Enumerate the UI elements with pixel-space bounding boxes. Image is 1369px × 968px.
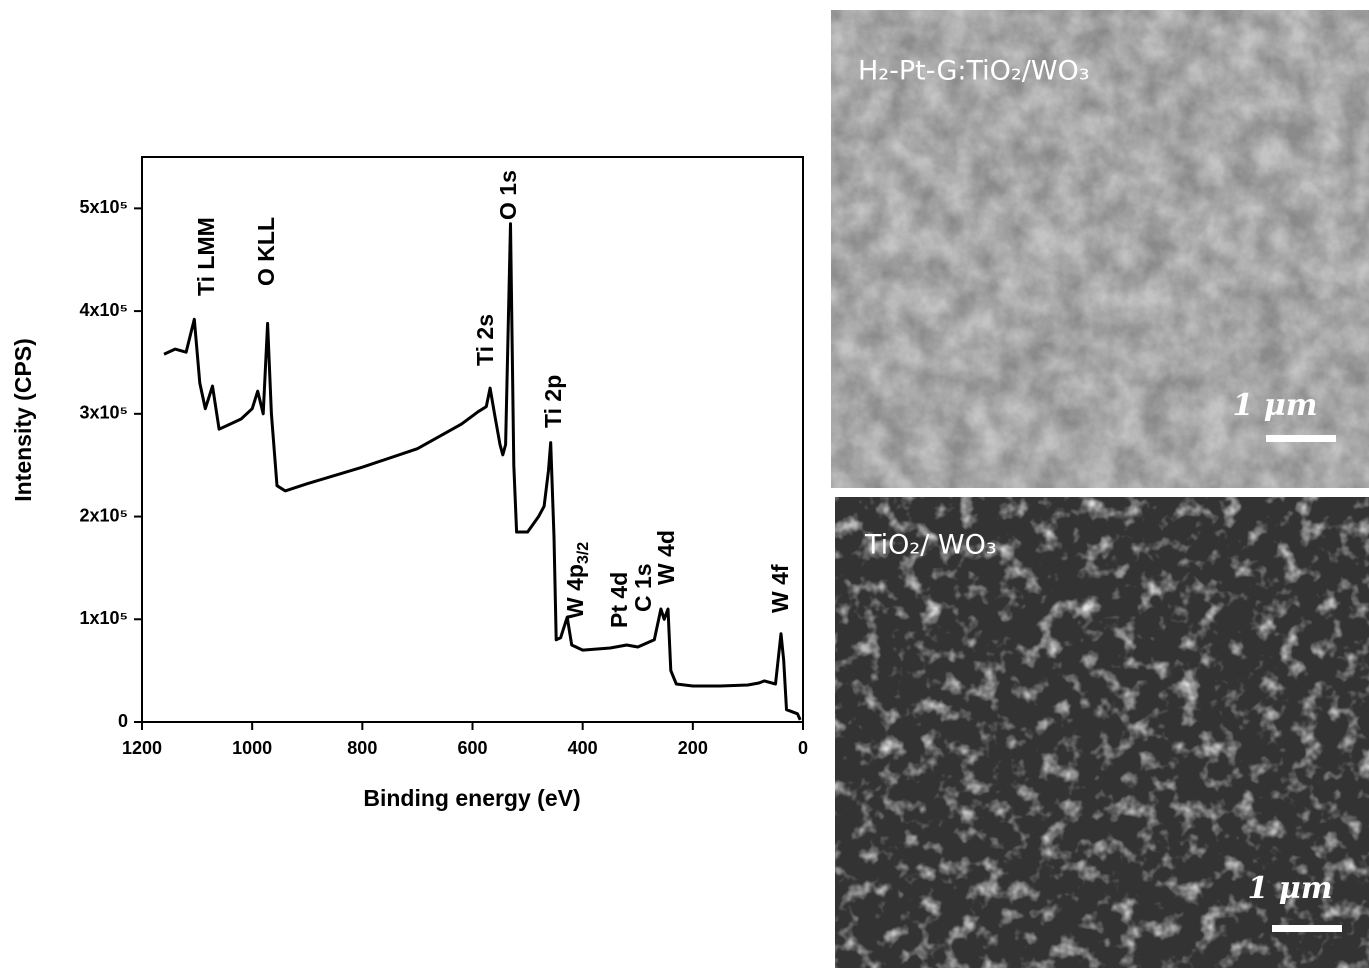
- y-axis-label: Intensity (CPS): [10, 338, 36, 502]
- scale-bar-label: 1 μm: [1232, 388, 1317, 423]
- y-tick-label: 3x10⁵: [80, 403, 129, 423]
- peak-label: Ti LMM: [193, 217, 219, 296]
- peak-label: Pt 4d: [606, 572, 632, 628]
- peak-label: W 4p3/2: [562, 542, 592, 619]
- y-tick-label: 2x10⁵: [80, 505, 129, 525]
- peak-label: W 4d: [653, 530, 679, 585]
- scale-bar: [1266, 435, 1336, 442]
- x-tick-label: 600: [457, 738, 487, 758]
- x-tick-label: 0: [798, 738, 808, 758]
- peak-label-text: Ti 2p: [540, 375, 566, 428]
- image-label: TiO₂/ WO₃: [864, 530, 997, 561]
- y-tick-label: 0: [118, 711, 128, 731]
- peak-label-text: O 1s: [495, 170, 521, 220]
- peak-label-text: W 4d: [653, 530, 679, 585]
- plot-frame: [141, 156, 804, 723]
- peak-label: Ti 2s: [472, 314, 498, 366]
- x-tick-label: 1000: [232, 738, 272, 758]
- spectrum-line: [163, 222, 802, 721]
- peak-label-text: Ti LMM: [193, 217, 219, 296]
- x-axis-label: Binding energy (eV): [363, 785, 580, 811]
- x-tick-label: 400: [568, 738, 598, 758]
- peak-label: O KLL: [253, 217, 279, 286]
- peak-label: C 1s: [630, 563, 656, 612]
- peak-label-text: Pt 4d: [606, 572, 632, 628]
- sem-image-top: H₂-Pt-G:TiO₂/WO₃ 1 μm: [831, 10, 1369, 488]
- x-tick-label: 1200: [122, 738, 162, 758]
- peak-label-text: W 4f: [767, 564, 793, 613]
- peak-label-text: O KLL: [253, 217, 279, 286]
- x-tick-label: 200: [678, 738, 708, 758]
- peak-label: Ti 2p: [540, 375, 566, 428]
- sem-image-bottom: TiO₂/ WO₃ 1 μm: [835, 497, 1369, 968]
- scale-bar-label: 1 μm: [1247, 871, 1332, 906]
- y-tick-label: 5x10⁵: [80, 197, 129, 217]
- image-label: H₂-Pt-G:TiO₂/WO₃: [858, 56, 1090, 87]
- scale-bar: [1272, 925, 1342, 932]
- peak-label: O 1s: [495, 170, 521, 220]
- y-tick-label: 1x10⁵: [80, 608, 129, 628]
- peak-label-text: Ti 2s: [472, 314, 498, 366]
- peak-label-text: C 1s: [630, 563, 656, 612]
- x-tick-label: 800: [347, 738, 377, 758]
- y-tick-label: 4x10⁵: [80, 300, 129, 320]
- peak-label-text: W 4p: [562, 564, 588, 619]
- xps-chart: Binding energy (eV) Intensity (CPS) 1200…: [10, 156, 808, 811]
- peak-label-sub: 3/2: [575, 542, 592, 564]
- peak-label: W 4f: [767, 564, 793, 613]
